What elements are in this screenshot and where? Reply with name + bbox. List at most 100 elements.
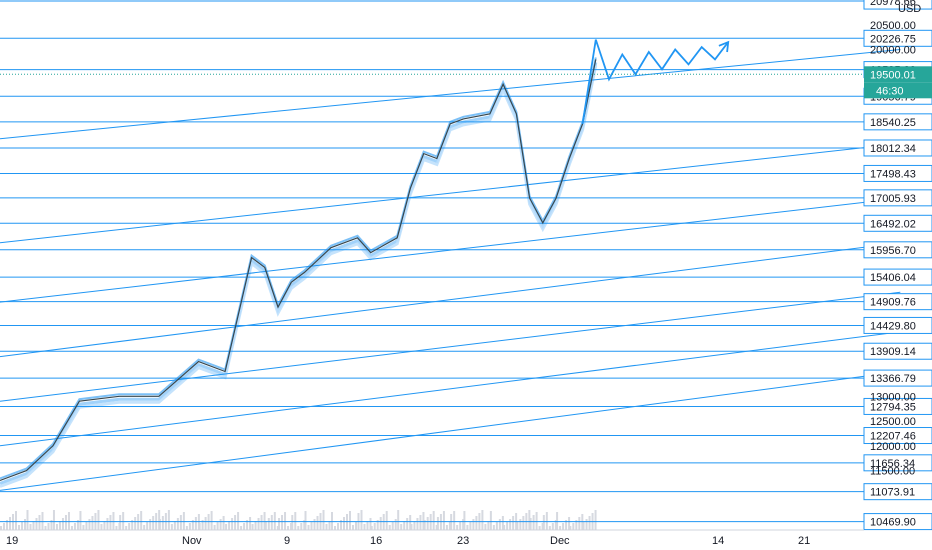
volume-bar (264, 521, 267, 530)
horizontal-levels: 20978.6620226.7519595.0019056.7918540.25… (0, 0, 932, 531)
horizontal-level-label-box (863, 483, 932, 501)
volume-bar (475, 516, 478, 530)
volume-bar (257, 518, 260, 530)
volume-bar (291, 515, 294, 530)
volume-bar (103, 521, 106, 530)
volume-bar (532, 515, 535, 530)
volume-bar (85, 522, 88, 530)
volume-bar (191, 520, 194, 530)
volume-bar (50, 520, 53, 530)
volume-bar (463, 511, 466, 530)
volume-bar (161, 516, 164, 530)
horizontal-level-label-box (863, 513, 932, 531)
time-axis-tick: 23 (457, 535, 469, 547)
volume-bar (373, 523, 376, 530)
volume-bar (158, 519, 161, 530)
volume-bar (538, 526, 541, 530)
volume-bar (572, 523, 575, 530)
volume-bar (541, 523, 544, 530)
volume-bar (512, 516, 515, 530)
trend-line (0, 242, 901, 358)
volume-bar (237, 512, 240, 530)
price-axis-tick: 12500.00 (870, 416, 916, 428)
volume-bar (516, 522, 519, 530)
horizontal-level-label: 11073.91 (870, 487, 915, 499)
volume-bar (379, 517, 382, 530)
volume-bar (445, 525, 448, 530)
volume-bar (210, 511, 213, 530)
volume-bar (146, 522, 149, 530)
volume-bar (3, 523, 5, 530)
volume-bar (134, 517, 137, 530)
volume-bar (556, 512, 559, 530)
trend-line (0, 370, 901, 491)
time-axis-tick: 14 (712, 535, 724, 547)
volume-bar (492, 525, 495, 530)
volume-bar (551, 523, 554, 530)
volume-bar (322, 510, 325, 530)
volume-bar (472, 519, 475, 530)
volume-bar (316, 516, 319, 530)
volume-bar (334, 526, 336, 530)
volume-bar (397, 510, 400, 530)
volume-bar (528, 510, 531, 530)
volume-bar (459, 522, 462, 530)
volume-bar (331, 512, 333, 530)
volume-bar (24, 519, 26, 530)
volume-bar (426, 517, 429, 530)
volume-bar (270, 515, 273, 530)
volume-bar (542, 515, 545, 530)
volume-bar (469, 522, 472, 530)
volume-bar (26, 510, 29, 530)
volume-bar (47, 523, 50, 530)
current-price-label: 19500.01 (870, 69, 916, 81)
volume-bar (435, 525, 438, 530)
volume-bar (70, 526, 73, 530)
volume-bar (448, 522, 451, 530)
horizontal-level-label: 14909.76 (870, 297, 916, 309)
time-axis-tick: 21 (798, 535, 810, 547)
horizontal-level-label: 14429.80 (870, 320, 916, 332)
volume-bar (219, 519, 222, 530)
volume-bar (182, 512, 185, 530)
volume-bar (360, 510, 363, 530)
volume-bar (204, 517, 207, 530)
volume-bar (0, 526, 2, 530)
volume-bar (554, 520, 557, 530)
time-axis-tick: 9 (284, 535, 290, 547)
volume-bar (194, 517, 197, 530)
volume-bar (481, 510, 484, 530)
volume-bar (263, 512, 266, 530)
time-axis-tick: Dec (550, 535, 570, 547)
volume-bar (568, 517, 571, 530)
horizontal-level-label-box (863, 342, 932, 360)
volume-bar (366, 521, 369, 530)
horizontal-level-label-box (863, 189, 932, 207)
volume-bar (61, 518, 64, 530)
volume-bar (149, 519, 152, 530)
volume-bar (328, 521, 331, 530)
volume-bar (394, 519, 397, 530)
volume-bar (410, 524, 413, 530)
horizontal-level-label-box (863, 0, 932, 10)
volume-bar (578, 517, 581, 530)
volume-bar (231, 518, 234, 530)
volume-bar (422, 512, 425, 530)
volume-bar (403, 521, 406, 530)
volume-bar (76, 520, 79, 530)
volume-bar (32, 521, 35, 530)
horizontal-level-label: 18012.34 (870, 143, 916, 155)
volume-bar (122, 512, 125, 530)
volume-bar (484, 524, 487, 530)
price-axis-tick: 13000.00 (870, 391, 916, 403)
volume-bar (15, 511, 17, 530)
time-axis-tick: Nov (182, 535, 202, 547)
volume-bar (436, 517, 439, 530)
volume-bar (519, 519, 522, 530)
volume-bar (388, 525, 391, 530)
volume-bar (423, 520, 426, 530)
volume-bar (594, 510, 597, 530)
volume-bar (213, 525, 216, 530)
